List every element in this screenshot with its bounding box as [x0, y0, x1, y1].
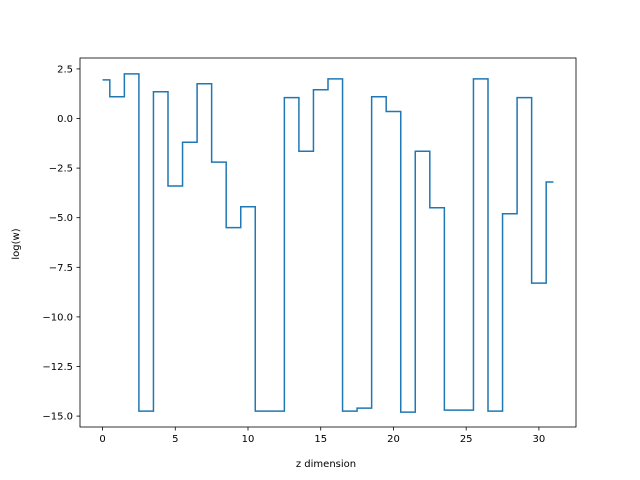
series-line-0 — [102, 73, 554, 413]
y-tick-label: −10.0 — [42, 312, 73, 323]
y-axis: 2.5 0.0 −2.5 −5.0 −7.5 −10.0 −12.5 −15.0 — [42, 64, 80, 423]
x-axis-label: z dimension — [296, 459, 356, 470]
y-tick-label: 0.0 — [57, 114, 73, 125]
y-axis-label: log(w) — [11, 228, 22, 259]
y-tick-label: −2.5 — [49, 164, 73, 175]
plot-area — [79, 57, 577, 428]
x-tick-label: 10 — [242, 434, 255, 445]
x-tick-label: 15 — [314, 434, 327, 445]
y-tick-label: −15.0 — [42, 412, 73, 423]
y-tick-label: −7.5 — [49, 263, 73, 274]
x-axis: 0 5 10 15 20 25 30 — [99, 427, 545, 445]
x-tick-label: 25 — [460, 434, 473, 445]
y-tick-label: −5.0 — [49, 213, 73, 224]
y-tick-label: 2.5 — [57, 64, 73, 75]
y-tick-label: −12.5 — [42, 362, 73, 373]
x-tick-label: 5 — [172, 434, 178, 445]
series-layer — [102, 73, 554, 413]
x-tick-label: 20 — [387, 434, 400, 445]
x-tick-label: 0 — [99, 434, 105, 445]
axes-frame — [79, 57, 577, 428]
x-tick-label: 30 — [533, 434, 546, 445]
